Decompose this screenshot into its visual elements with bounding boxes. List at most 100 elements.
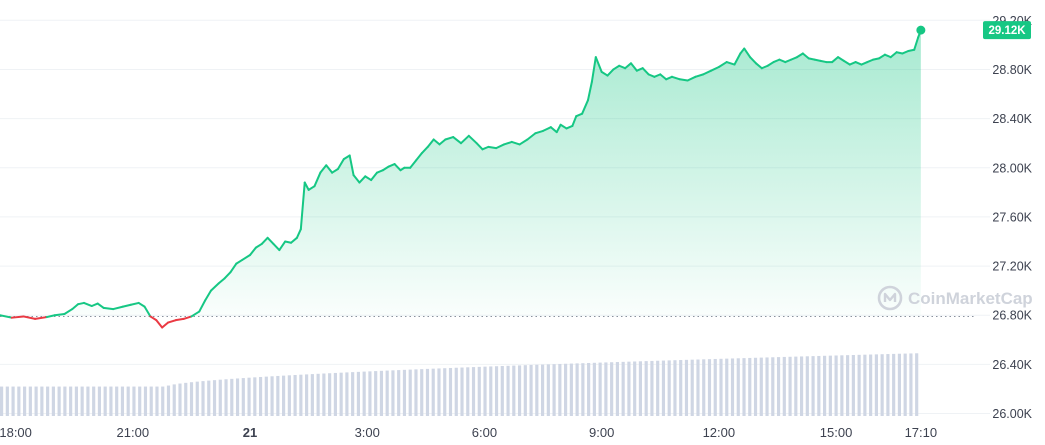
volume-bar [431,368,435,416]
volume-bar [753,357,758,416]
volume-bar [500,366,504,416]
volume-bar [322,373,326,416]
volume-bar [201,381,205,416]
price-line-segment [235,258,244,265]
volume-bar [253,377,257,416]
price-line-segment [319,164,328,174]
price-line-segment [432,138,441,146]
volume-bar [40,386,44,416]
volume-bar [552,364,556,416]
price-line-segment [272,242,281,252]
volume-bar [189,382,194,416]
volume-bar [615,362,619,416]
price-line-segment [860,61,869,66]
price-line-segment [878,53,886,60]
volume-bars [0,353,919,416]
price-area-fill [0,30,921,317]
volume-bar [863,354,867,416]
price-line-segment [659,73,668,81]
volume-bar [897,353,901,416]
volume-bar [161,386,165,416]
volume-bar [448,367,453,416]
volume-bar [621,361,625,416]
price-line-segment [182,315,193,320]
price-line-segment [90,302,99,308]
volume-bar [592,362,596,416]
volume-bar [880,354,884,416]
price-line-segment [266,236,275,245]
price-line-segment [444,136,455,141]
price-line-segment [34,316,48,320]
price-line-segment [299,181,306,231]
price-line-segment [848,61,857,66]
volume-bar [397,370,401,416]
price-line-segment [624,62,632,70]
price-line-segment [686,75,697,82]
volume-bar [368,371,372,416]
price-line-segment [149,315,158,322]
volume-bar [143,386,148,416]
volume-bar [564,363,568,416]
volume-bar [696,359,700,416]
price-line-segment [526,132,537,141]
volume-bar [166,385,171,416]
price-line-segment [665,75,673,81]
volume-bar [587,362,591,416]
price-line-segment [313,171,322,188]
volume-bar [477,366,481,416]
price-line-segment [96,302,105,309]
volume-bar [915,353,919,416]
volume-bar [126,386,130,416]
volume-bar [149,386,153,416]
volume-bar [28,386,32,416]
volume-bar [57,386,61,416]
price-line-segment [842,59,851,66]
volume-bar [656,360,660,416]
price-line-segment [866,58,875,64]
volume-bar [230,378,234,416]
price-line-segment [575,112,584,118]
price-line-segment [831,56,840,64]
volume-bar [512,365,516,416]
price-line-segment [342,154,351,161]
volume-bar [5,386,9,416]
volume-bar [420,369,424,416]
x-tick-label: 17:10 [905,425,938,440]
volume-bar [195,381,199,416]
volume-bar [241,378,245,416]
y-tick-label: 28.40K [992,112,1032,126]
volume-bar [218,379,222,416]
price-line-segment [241,254,252,261]
volume-bar [425,368,430,416]
volume-bar [702,359,706,416]
price-line-segment [571,115,578,127]
price-line-segment [612,64,621,71]
volume-bar [299,374,303,416]
price-line-segment [204,289,212,302]
volume-bar [558,363,562,416]
price-line-segment [143,305,152,318]
volume-bar [408,369,412,416]
volume-bar [414,369,418,416]
price-line-segment [190,310,201,318]
volume-bar [316,373,320,416]
volume-bar [644,361,648,416]
volume-bar [725,358,729,416]
volume-bar [569,363,573,416]
price-line-segment [10,315,25,319]
price-line-segment [161,321,169,329]
volume-bar [374,371,378,416]
x-tick-label: 18:00 [0,425,32,440]
volume-bar [886,354,890,416]
volume-bar [328,373,332,416]
volume-bar [523,365,527,416]
volume-bar [610,362,614,416]
price-line-segment [254,242,263,249]
volume-bar [892,353,896,416]
price-line-segment [653,73,662,78]
price-line-segment [778,58,787,64]
price-line-segment [743,47,752,59]
volume-bar [546,364,550,416]
price-line-segment [198,299,207,313]
price-line-segment [600,70,609,77]
